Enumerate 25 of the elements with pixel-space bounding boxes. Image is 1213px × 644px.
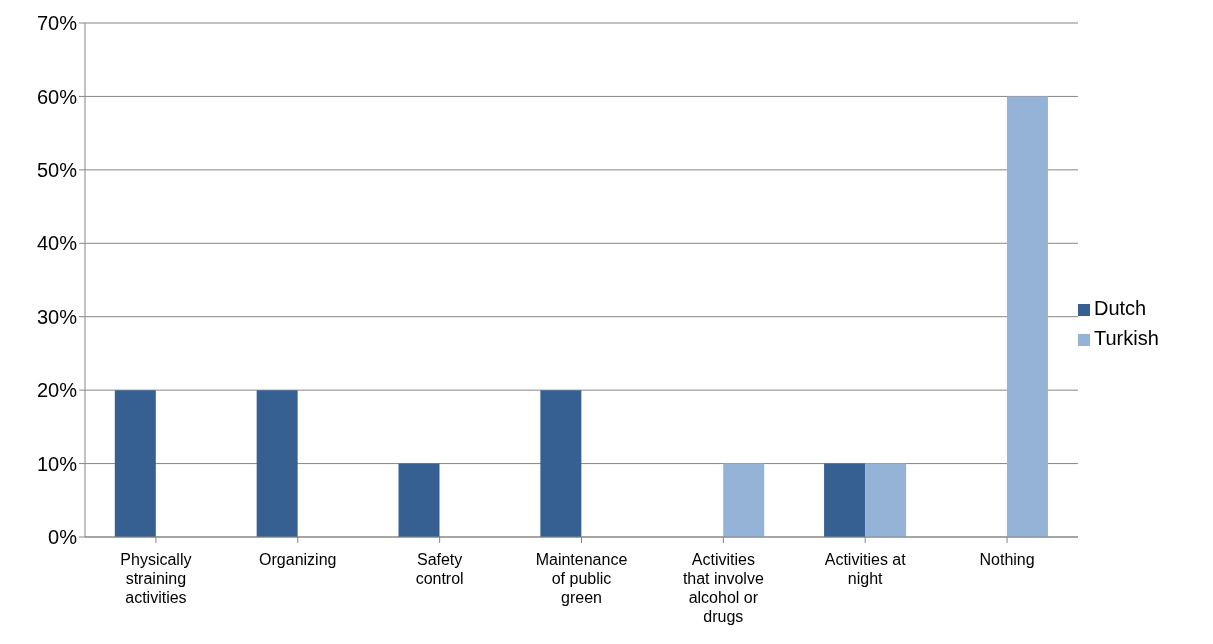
y-tick-label: 30% [36,305,78,328]
y-tick-label: 60% [36,85,78,108]
legend-label: Dutch [1094,297,1147,319]
bar [398,463,440,537]
bar [1006,96,1048,537]
y-tick-label: 10% [36,452,78,475]
x-tick-label: Physically straining activities [120,551,192,606]
x-tick-label: Activities at night [824,551,907,587]
bar [824,463,866,537]
y-tick-label: 40% [36,232,78,255]
y-tick-label: 0% [48,526,78,549]
x-tick-label: Organizing [259,551,337,568]
y-tick-label: 70% [36,12,78,35]
bar [865,463,907,537]
x-tick-label: Safety control [415,551,464,587]
legend-label: Turkish [1094,327,1159,349]
x-tick-label: Nothing [979,551,1035,568]
bar [114,390,156,537]
bar [723,463,765,537]
y-tick-label: 20% [36,379,78,402]
bar [256,390,298,537]
bar [540,390,582,537]
y-tick-label: 50% [36,158,78,181]
x-tick-label: Activities that involve alcohol or drugs [682,551,764,625]
x-tick-label: Maintenance of public green [535,551,628,606]
